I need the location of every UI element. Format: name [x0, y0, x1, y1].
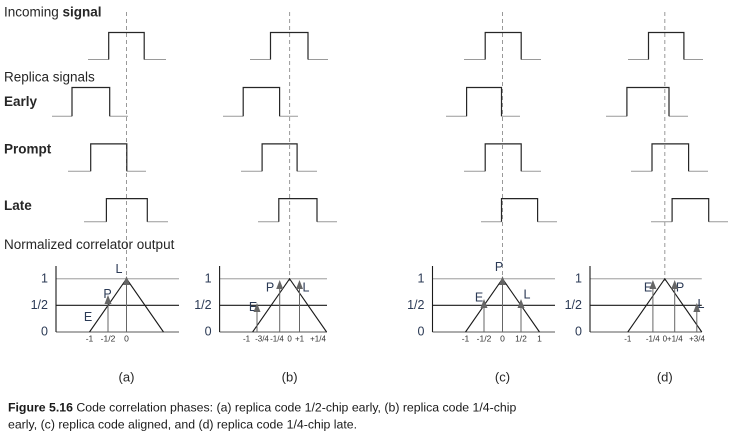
svg-text:0: 0 [287, 335, 292, 344]
svg-text:E: E [475, 291, 483, 305]
svg-text:+3/4: +3/4 [689, 335, 705, 344]
svg-text:0: 0 [575, 325, 582, 339]
svg-text:-1: -1 [624, 335, 632, 344]
svg-text:Incoming signal: Incoming signal [4, 4, 102, 19]
svg-text:-1: -1 [86, 334, 94, 344]
svg-text:0: 0 [124, 334, 129, 344]
svg-text:Early: Early [4, 94, 38, 109]
svg-text:0: 0 [418, 325, 425, 339]
svg-text:-1/2: -1/2 [477, 334, 492, 344]
svg-text:L: L [116, 262, 123, 276]
svg-text:-1/4: -1/4 [270, 335, 284, 344]
svg-text:0: 0 [500, 334, 505, 344]
svg-text:-1/2: -1/2 [101, 334, 116, 344]
svg-text:-1: -1 [243, 335, 251, 344]
svg-text:(d): (d) [657, 369, 673, 384]
svg-text:1: 1 [205, 272, 212, 286]
svg-text:P: P [266, 281, 274, 295]
svg-text:Replica signals: Replica signals [4, 69, 95, 84]
svg-text:-1: -1 [462, 334, 470, 344]
svg-text:+1: +1 [295, 335, 305, 344]
svg-text:Normalized correlator output: Normalized correlator output [4, 237, 175, 252]
svg-text:E: E [84, 310, 92, 324]
svg-text:1/2: 1/2 [407, 298, 424, 312]
svg-text:+1/4: +1/4 [667, 335, 683, 344]
svg-text:Prompt: Prompt [4, 142, 52, 157]
svg-text:1/2: 1/2 [565, 298, 582, 312]
svg-text:1/2: 1/2 [31, 298, 48, 312]
svg-text:(b): (b) [282, 369, 298, 384]
svg-text:L: L [524, 288, 531, 302]
svg-text:1/2: 1/2 [194, 298, 211, 312]
svg-text:0: 0 [41, 325, 48, 339]
svg-text:1: 1 [537, 334, 542, 344]
svg-text:L: L [303, 281, 310, 295]
svg-text:Figure 5.16 Code correlation: Figure 5.16 Code correlation phases: (a)… [8, 400, 516, 414]
svg-text:early, (c) replica code aligne: early, (c) replica code aligned, and (d)… [8, 418, 357, 432]
svg-text:(c): (c) [495, 369, 510, 384]
svg-text:-3/4: -3/4 [255, 335, 269, 344]
svg-text:Late: Late [4, 198, 32, 213]
svg-text:1/2: 1/2 [515, 334, 527, 344]
svg-text:1: 1 [575, 272, 582, 286]
svg-text:P: P [495, 260, 503, 274]
svg-text:-1/4: -1/4 [646, 335, 660, 344]
svg-text:(a): (a) [119, 369, 135, 384]
svg-text:0: 0 [205, 325, 212, 339]
svg-text:+1/4: +1/4 [310, 335, 326, 344]
svg-text:1: 1 [41, 272, 48, 286]
svg-text:1: 1 [418, 272, 425, 286]
